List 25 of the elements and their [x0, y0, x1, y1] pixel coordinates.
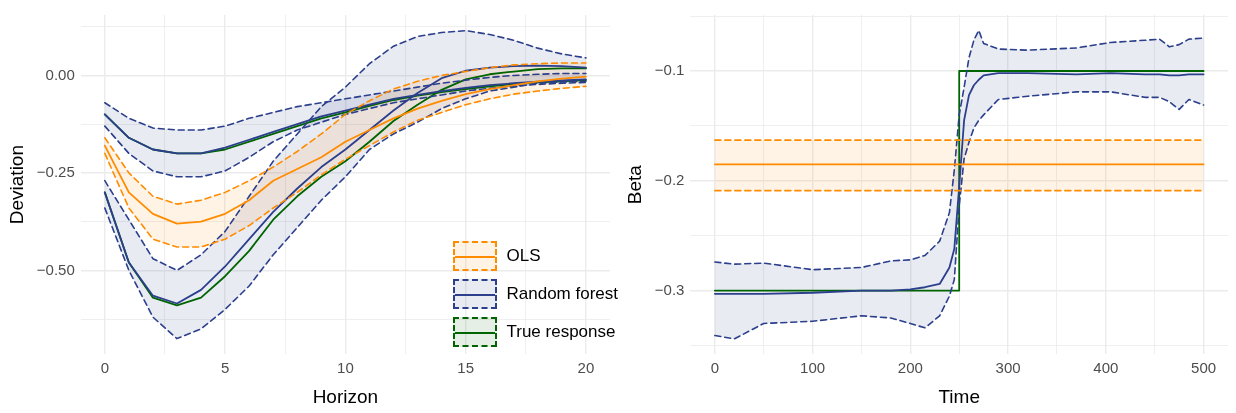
x-tick-label: 100 — [800, 359, 826, 377]
x-tick-label: 300 — [995, 359, 1021, 377]
y-tick-label: 0.00 — [45, 65, 75, 83]
y-axis-title: Beta — [623, 164, 645, 205]
x-axis-title: Horizon — [312, 385, 379, 407]
x-tick-label: 0 — [710, 359, 720, 377]
y-axis-title: Deviation — [5, 144, 27, 225]
x-tick-label: 400 — [1093, 359, 1119, 377]
line-series — [714, 29, 1205, 271]
y-tick-label: −0.50 — [36, 260, 75, 278]
legend-label: OLS — [506, 246, 541, 266]
x-axis-title: Time — [938, 385, 980, 407]
legend-label: Random forest — [506, 284, 618, 304]
y-tick-label: −0.3 — [654, 280, 685, 298]
x-tick-label: 15 — [457, 359, 474, 377]
x-tick-label: 5 — [220, 359, 230, 377]
legend-label: True response — [506, 322, 616, 342]
y-tick-label: −0.2 — [654, 170, 685, 188]
x-tick-label: 200 — [897, 359, 923, 377]
y-tick-label: −0.25 — [36, 163, 75, 181]
x-tick-label: 0 — [100, 359, 109, 377]
x-tick-label: 500 — [1191, 359, 1217, 377]
y-tick-label: −0.1 — [654, 61, 685, 79]
x-tick-label: 10 — [337, 359, 354, 377]
x-tick-label: 20 — [577, 359, 595, 377]
